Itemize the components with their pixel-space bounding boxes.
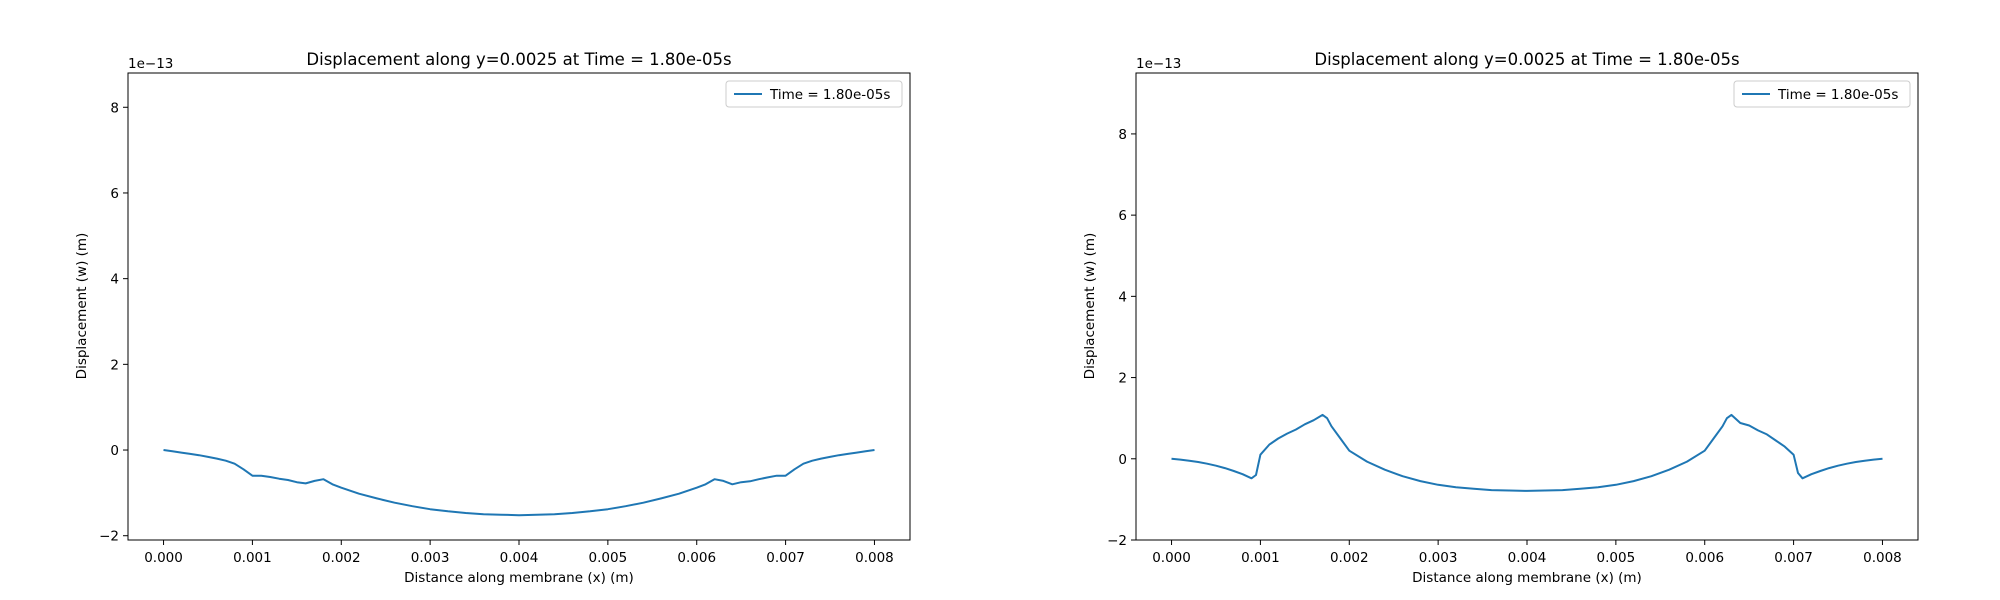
y-axis-ticks: −2 0 2 4 6 8 <box>1107 127 1136 549</box>
x-axis-label: Distance along membrane (x) (m) <box>1412 570 1642 586</box>
y-tick-label: 0 <box>1118 452 1127 468</box>
x-tick-label: 0.006 <box>677 550 716 566</box>
y-tick-label: 6 <box>1118 208 1127 224</box>
x-tick-label: 0.000 <box>1152 550 1191 566</box>
plot-frame <box>1135 72 1919 541</box>
plot-frame <box>127 72 911 541</box>
x-tick-label: 0.004 <box>1508 550 1547 566</box>
legend-label: Time = 1.80e-05s <box>1777 87 1898 103</box>
x-tick-label: 0.008 <box>1863 550 1902 566</box>
series-group <box>163 449 875 517</box>
x-tick-label: 0.003 <box>1419 550 1458 566</box>
x-tick-label: 0.008 <box>855 550 894 566</box>
x-tick-label: 0.004 <box>500 550 539 566</box>
y-tick-label: −2 <box>1107 533 1127 549</box>
x-axis-ticks: 0.000 0.001 0.002 0.003 0.004 0.005 0.006 0.007… <box>144 540 894 566</box>
subplot-right: Displacement along y=0.0025 at Time = 1.… <box>1082 50 1919 586</box>
y-tick-label: −2 <box>99 529 119 545</box>
legend: Time = 1.80e-05s <box>1733 80 1911 108</box>
x-tick-label: 0.006 <box>1685 550 1724 566</box>
y-tick-label: 2 <box>110 357 119 373</box>
y-tick-label: 8 <box>1118 127 1127 143</box>
x-tick-label: 0.005 <box>1597 550 1636 566</box>
x-tick-label: 0.007 <box>766 550 805 566</box>
x-tick-label: 0.000 <box>144 550 183 566</box>
subplot-left: Displacement along y=0.0025 at Time = 1.… <box>74 50 911 586</box>
y-tick-label: 8 <box>110 100 119 116</box>
series-line <box>163 449 875 517</box>
y-axis-ticks: −2 0 2 4 6 8 <box>99 100 128 545</box>
x-tick-label: 0.007 <box>1774 550 1813 566</box>
y-tick-label: 0 <box>110 443 119 459</box>
chart-title: Displacement along y=0.0025 at Time = 1.… <box>306 50 731 69</box>
y-tick-label: 4 <box>110 272 119 288</box>
x-tick-label: 0.005 <box>589 550 628 566</box>
x-tick-label: 0.001 <box>233 550 272 566</box>
legend-box <box>1733 80 1911 108</box>
legend-box <box>725 80 903 108</box>
x-tick-label: 0.002 <box>322 550 361 566</box>
x-tick-label: 0.003 <box>411 550 450 566</box>
y-axis-offset-text: 1e−13 <box>128 56 173 72</box>
x-tick-label: 0.002 <box>1330 550 1369 566</box>
y-axis-label: Displacement (w) (m) <box>74 233 90 380</box>
y-axis-offset-text: 1e−13 <box>1136 56 1181 72</box>
y-axis-label: Displacement (w) (m) <box>1082 233 1098 380</box>
legend-label: Time = 1.80e-05s <box>769 87 890 103</box>
y-tick-label: 4 <box>1118 289 1127 305</box>
y-tick-label: 2 <box>1118 371 1127 387</box>
y-tick-label: 6 <box>110 186 119 202</box>
series-group <box>1171 413 1883 492</box>
chart-title: Displacement along y=0.0025 at Time = 1.… <box>1314 50 1739 69</box>
x-axis-label: Distance along membrane (x) (m) <box>404 570 634 586</box>
x-axis-ticks: 0.000 0.001 0.002 0.003 0.004 0.005 0.006 0.007… <box>1152 540 1902 566</box>
legend: Time = 1.80e-05s <box>725 80 903 108</box>
series-line <box>1171 413 1883 492</box>
x-tick-label: 0.001 <box>1241 550 1280 566</box>
